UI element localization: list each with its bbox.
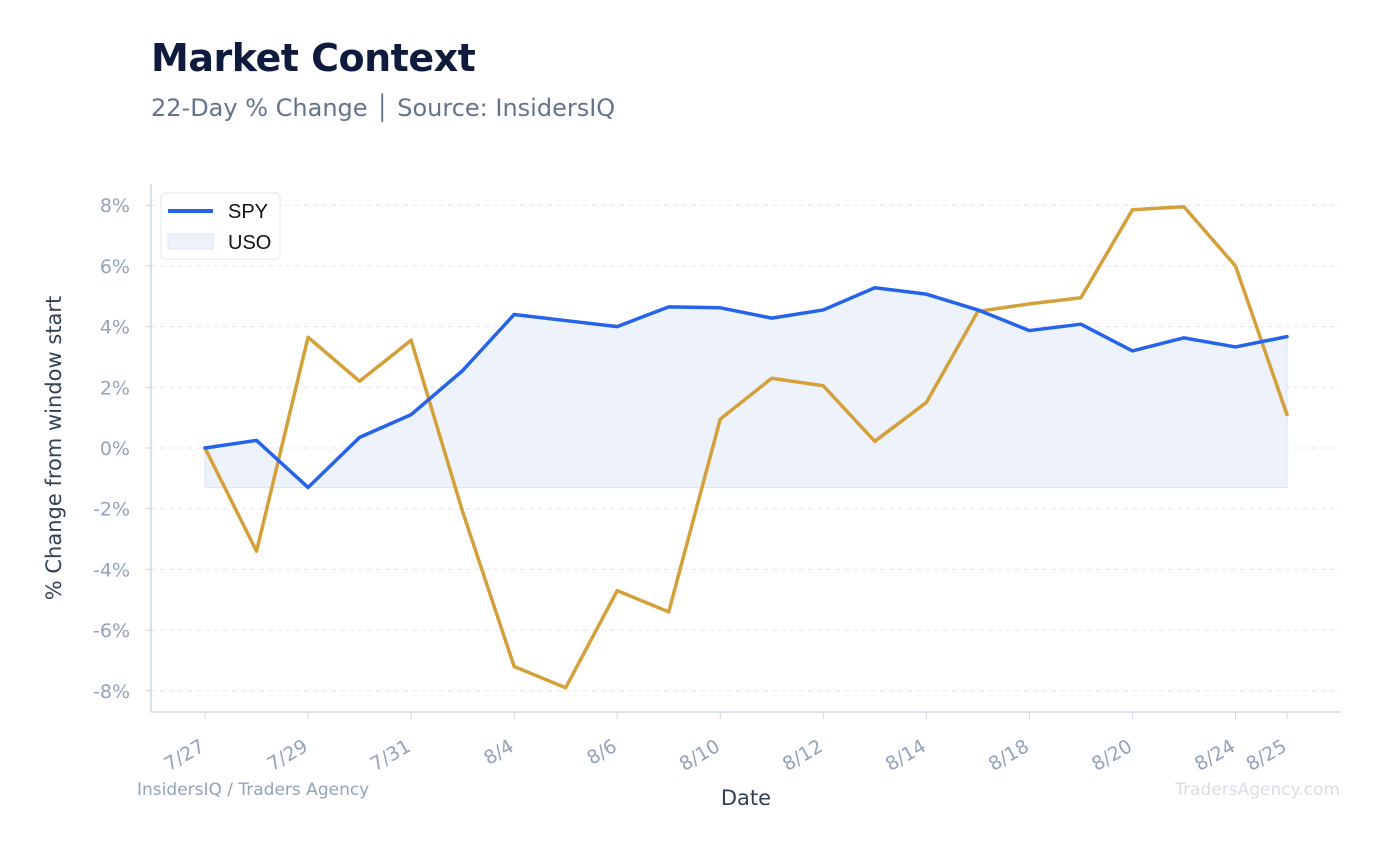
legend-swatch-uso bbox=[167, 233, 214, 250]
y-tick-label: 0% bbox=[100, 438, 130, 460]
x-tick-label: 8/4 bbox=[480, 735, 517, 769]
y-tick-label: -2% bbox=[93, 499, 130, 521]
x-tick-label: 8/20 bbox=[1088, 735, 1136, 775]
x-tick-label: 8/25 bbox=[1243, 735, 1291, 775]
x-tick-label: 8/10 bbox=[676, 735, 724, 775]
footer-credit: InsidersIQ / Traders Agency bbox=[137, 780, 370, 800]
y-tick-label: 6% bbox=[100, 256, 130, 278]
y-axis-label: % Change from window start bbox=[42, 296, 66, 601]
legend-label-uso: USO bbox=[228, 232, 271, 254]
y-tick-label: -4% bbox=[93, 559, 130, 581]
axes bbox=[145, 184, 1340, 719]
series-line-uso bbox=[203, 205, 1289, 690]
x-tick-label: 8/14 bbox=[882, 735, 930, 775]
series-lines bbox=[203, 205, 1289, 690]
y-tick-label: -6% bbox=[93, 620, 130, 642]
y-tick-label: 4% bbox=[100, 317, 130, 339]
y-tick-label: 2% bbox=[100, 377, 130, 399]
legend: SPY USO bbox=[160, 192, 281, 260]
legend-label-spy: SPY bbox=[228, 201, 268, 223]
y-tick-label: -8% bbox=[93, 681, 130, 703]
footer-watermark: TradersAgency.com bbox=[1175, 780, 1340, 800]
x-tick-label: 7/27 bbox=[161, 735, 209, 775]
chart-title: Market Context bbox=[151, 36, 476, 80]
x-tick-label: 8/18 bbox=[985, 735, 1033, 775]
chart-subtitle: 22-Day % Change │ Source: InsidersIQ bbox=[151, 94, 616, 122]
x-tick-label: 8/6 bbox=[583, 735, 620, 769]
x-tick-label: 8/12 bbox=[779, 735, 827, 775]
x-tick-label: 7/31 bbox=[367, 735, 415, 775]
x-axis-label: Date bbox=[721, 786, 771, 810]
y-tick-label: 8% bbox=[100, 195, 130, 217]
x-tick-label: 7/29 bbox=[264, 735, 312, 775]
series-line-spy bbox=[203, 286, 1289, 490]
x-tick-label: 8/24 bbox=[1191, 735, 1239, 775]
